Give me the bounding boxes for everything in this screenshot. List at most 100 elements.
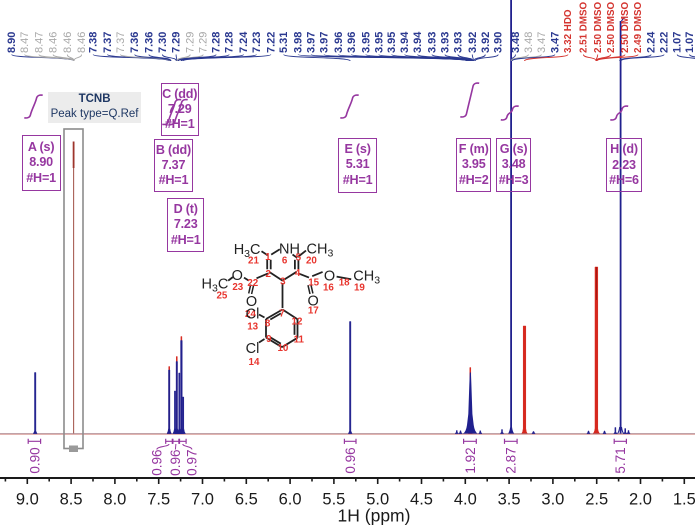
svg-text:O: O bbox=[308, 294, 319, 310]
svg-text:0.90: 0.90 bbox=[27, 447, 42, 473]
svg-text:2.24: 2.24 bbox=[646, 31, 658, 53]
svg-text:1.07: 1.07 bbox=[672, 32, 684, 53]
svg-text:8.46: 8.46 bbox=[62, 32, 74, 53]
svg-text:0.96: 0.96 bbox=[150, 450, 165, 476]
svg-text:23: 23 bbox=[232, 282, 243, 293]
svg-text:7.36: 7.36 bbox=[143, 32, 155, 53]
svg-text:25: 25 bbox=[216, 291, 227, 302]
svg-text:0.96: 0.96 bbox=[168, 450, 183, 476]
svg-text:2.50 DMSO: 2.50 DMSO bbox=[620, 1, 631, 53]
svg-text:3.47: 3.47 bbox=[549, 32, 561, 53]
svg-text:6: 6 bbox=[282, 256, 288, 267]
svg-text:3.48: 3.48 bbox=[523, 32, 535, 53]
svg-text:H3C: H3C bbox=[201, 277, 228, 295]
svg-text:Cl: Cl bbox=[246, 341, 260, 357]
svg-text:12: 12 bbox=[292, 317, 303, 328]
svg-text:4.5: 4.5 bbox=[410, 491, 433, 509]
svg-text:9.0: 9.0 bbox=[16, 491, 39, 509]
svg-text:3.97: 3.97 bbox=[319, 32, 331, 53]
svg-text:14: 14 bbox=[249, 357, 260, 368]
svg-text:8.46: 8.46 bbox=[48, 32, 60, 53]
svg-text:3.32 HDO: 3.32 HDO bbox=[563, 9, 574, 53]
svg-text:2.22: 2.22 bbox=[659, 32, 671, 53]
svg-text:6.0: 6.0 bbox=[279, 491, 302, 509]
svg-text:3.47: 3.47 bbox=[536, 32, 548, 53]
svg-text:3.97: 3.97 bbox=[306, 32, 318, 53]
svg-text:8.0: 8.0 bbox=[103, 491, 126, 509]
svg-text:5.31: 5.31 bbox=[278, 32, 290, 53]
svg-text:7.5: 7.5 bbox=[147, 491, 170, 509]
svg-text:O: O bbox=[246, 294, 257, 310]
svg-text:2.0: 2.0 bbox=[629, 491, 652, 509]
svg-text:Cl: Cl bbox=[246, 306, 260, 322]
svg-text:3.48: 3.48 bbox=[510, 32, 522, 53]
svg-text:10: 10 bbox=[277, 343, 288, 354]
svg-text:CH3: CH3 bbox=[353, 269, 380, 287]
svg-text:7.36: 7.36 bbox=[129, 32, 141, 53]
svg-text:3.90: 3.90 bbox=[493, 32, 505, 53]
svg-text:7.24: 7.24 bbox=[238, 31, 250, 53]
svg-text:3.93: 3.93 bbox=[452, 32, 464, 53]
svg-text:2.51 DMSO: 2.51 DMSO bbox=[579, 1, 590, 53]
svg-text:15: 15 bbox=[308, 278, 319, 289]
svg-text:1H (ppm): 1H (ppm) bbox=[338, 506, 411, 525]
svg-text:5.71: 5.71 bbox=[613, 447, 628, 473]
svg-text:2: 2 bbox=[265, 269, 271, 280]
svg-text:3.93: 3.93 bbox=[440, 32, 452, 53]
svg-text:O: O bbox=[232, 268, 243, 284]
svg-text:4.0: 4.0 bbox=[454, 491, 477, 509]
svg-text:3.93: 3.93 bbox=[427, 32, 439, 53]
svg-text:2.87: 2.87 bbox=[504, 447, 519, 473]
svg-text:8.5: 8.5 bbox=[60, 491, 83, 509]
svg-text:7: 7 bbox=[279, 308, 285, 319]
svg-text:17: 17 bbox=[308, 306, 319, 317]
svg-text:3.92: 3.92 bbox=[480, 32, 492, 53]
svg-text:3: 3 bbox=[280, 277, 286, 288]
svg-text:6.5: 6.5 bbox=[235, 491, 258, 509]
svg-text:18: 18 bbox=[339, 277, 350, 288]
svg-text:7.22: 7.22 bbox=[265, 32, 277, 53]
svg-text:8: 8 bbox=[265, 318, 271, 329]
svg-text:0.96: 0.96 bbox=[343, 447, 358, 473]
svg-text:13: 13 bbox=[247, 322, 258, 333]
svg-text:7.28: 7.28 bbox=[211, 32, 223, 53]
svg-text:7.29: 7.29 bbox=[198, 32, 210, 53]
svg-text:2.50 DMSO: 2.50 DMSO bbox=[593, 1, 604, 53]
svg-text:3.94: 3.94 bbox=[412, 31, 424, 53]
svg-text:1.5: 1.5 bbox=[673, 491, 695, 509]
svg-text:2.50 DMSO: 2.50 DMSO bbox=[606, 1, 617, 53]
svg-text:7.23: 7.23 bbox=[251, 32, 263, 53]
svg-text:3.95: 3.95 bbox=[360, 32, 372, 53]
svg-text:2.49 DMSO: 2.49 DMSO bbox=[633, 1, 644, 53]
svg-text:16: 16 bbox=[323, 282, 334, 293]
svg-text:1.92: 1.92 bbox=[463, 447, 478, 473]
svg-text:9: 9 bbox=[266, 334, 272, 345]
svg-text:3.95: 3.95 bbox=[386, 32, 398, 53]
svg-text:3.92: 3.92 bbox=[467, 32, 479, 53]
svg-text:7.38: 7.38 bbox=[88, 32, 100, 53]
svg-text:3.5: 3.5 bbox=[498, 491, 521, 509]
svg-text:1.07: 1.07 bbox=[684, 32, 695, 53]
svg-text:H3C: H3C bbox=[234, 242, 261, 260]
svg-text:11: 11 bbox=[294, 335, 305, 346]
svg-text:1: 1 bbox=[265, 252, 271, 263]
svg-text:3.95: 3.95 bbox=[373, 32, 385, 53]
svg-text:O: O bbox=[324, 268, 335, 284]
svg-text:5.5: 5.5 bbox=[322, 491, 345, 509]
svg-text:22: 22 bbox=[247, 278, 258, 289]
svg-text:8.46: 8.46 bbox=[76, 32, 88, 53]
svg-text:0.97: 0.97 bbox=[185, 450, 200, 476]
svg-text:5.0: 5.0 bbox=[366, 491, 389, 509]
svg-text:CH3: CH3 bbox=[307, 242, 334, 260]
svg-text:3.94: 3.94 bbox=[399, 31, 411, 53]
svg-text:7.29: 7.29 bbox=[185, 32, 197, 53]
svg-text:7.37: 7.37 bbox=[102, 32, 114, 53]
svg-text:7.0: 7.0 bbox=[191, 491, 214, 509]
svg-text:8.47: 8.47 bbox=[19, 32, 31, 53]
svg-text:3.96: 3.96 bbox=[346, 32, 358, 53]
svg-text:3.0: 3.0 bbox=[541, 491, 564, 509]
svg-text:4: 4 bbox=[295, 268, 301, 279]
svg-text:7.37: 7.37 bbox=[115, 32, 127, 53]
svg-text:8.90: 8.90 bbox=[6, 32, 18, 53]
svg-text:7.30: 7.30 bbox=[157, 32, 169, 53]
